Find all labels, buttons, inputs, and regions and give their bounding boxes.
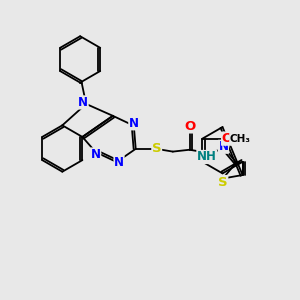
Text: N: N [91, 148, 101, 161]
Text: N: N [218, 140, 229, 153]
Text: N: N [129, 117, 139, 130]
Text: S: S [218, 176, 228, 189]
Text: S: S [152, 142, 161, 155]
Text: NH: NH [197, 151, 217, 164]
Text: O: O [222, 132, 233, 145]
Text: N: N [114, 155, 124, 169]
Text: O: O [184, 120, 195, 133]
Text: CH₃: CH₃ [230, 134, 251, 144]
Text: N: N [78, 96, 88, 109]
